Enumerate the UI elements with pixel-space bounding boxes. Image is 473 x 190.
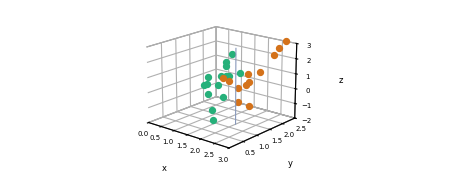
X-axis label: x: x [162,164,167,173]
Y-axis label: y: y [288,159,292,168]
